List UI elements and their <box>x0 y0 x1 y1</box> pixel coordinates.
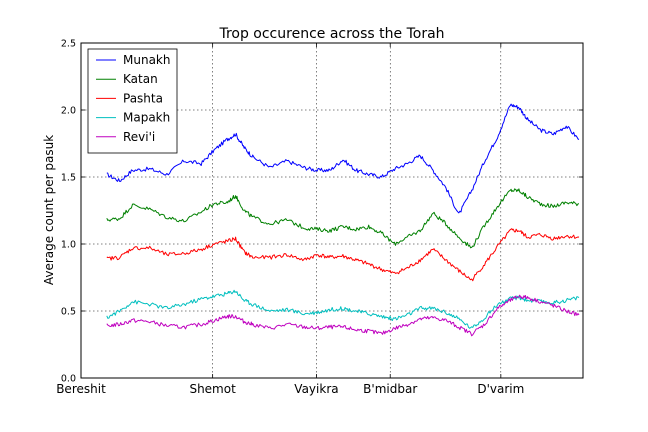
y-axis-label: Average count per pasuk <box>42 135 56 285</box>
x-tick-label: B'midbar <box>363 382 417 396</box>
y-tick-label: 1.5 <box>61 173 76 184</box>
legend-box <box>87 48 178 154</box>
legend-label: Pashta <box>123 91 163 105</box>
y-tick-label: 2.5 <box>61 39 76 50</box>
y-tick-label: 0.5 <box>61 307 76 318</box>
x-tick-label: D'varim <box>477 382 524 396</box>
y-tick-label: 1.0 <box>61 240 76 251</box>
plot-frame <box>80 42 584 379</box>
series-lines <box>106 103 580 337</box>
y-tick-label: 2.0 <box>61 106 76 117</box>
series-line-revii <box>106 294 580 337</box>
legend-label: Revi'i <box>123 130 155 144</box>
x-tick-label: Bereshit <box>56 382 106 396</box>
legend-label: Katan <box>123 72 158 86</box>
series-line-mapakh <box>106 289 580 329</box>
legend: Munakh Katan Pashta Mapakh Revi'i <box>87 48 178 154</box>
axis-ticks: 0.0 0.5 1.0 1.5 2.0 2.5 Bereshit Shemot Vayikra B… <box>56 39 583 396</box>
series-line-pashta <box>106 228 580 282</box>
chart-title: Trop occurence across the Torah <box>218 26 444 42</box>
legend-label: Munakh <box>123 53 170 67</box>
series-line-munakh <box>106 103 580 214</box>
series-line-katan <box>106 188 580 249</box>
x-tick-label: Vayikra <box>294 382 338 396</box>
legend-label: Mapakh <box>123 111 170 125</box>
y-tick-label: 0.0 <box>61 374 76 385</box>
x-tick-label: Shemot <box>189 382 236 396</box>
